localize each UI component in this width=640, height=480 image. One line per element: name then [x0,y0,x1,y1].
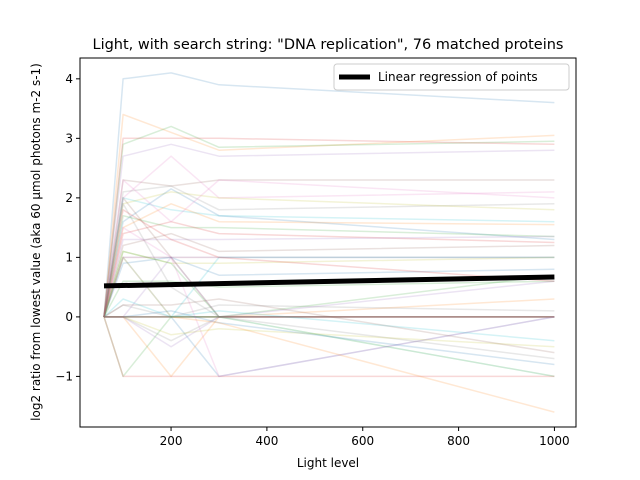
legend-regression-label: Linear regression of points [378,70,538,84]
x-axis: 200 400 600 800 1000 [160,427,570,448]
series-line [104,310,555,366]
series-line [103,256,555,318]
y-tick-label: 3 [65,131,73,145]
regression-line [103,274,555,289]
y-tick-label: 2 [65,191,73,205]
series-line [103,203,555,318]
series-line [103,304,555,318]
series-line [103,256,555,318]
series-line [104,256,555,318]
series-line [103,250,555,318]
series-line [104,316,555,378]
y-tick-label: −1 [55,369,73,383]
series-line [103,203,555,318]
series-line [104,316,555,413]
series-line [103,125,555,317]
series-line [103,298,555,342]
series-line [103,256,555,318]
series-line [103,185,555,318]
x-axis-label: Light level [297,456,359,470]
x-tick-label: 600 [351,434,374,448]
series-line [103,316,555,378]
series-line [103,316,555,378]
series-line [103,250,555,318]
x-tick-label: 400 [255,434,278,448]
series-line [103,280,555,318]
series-line [104,316,555,378]
series-line [103,179,555,318]
series-line [103,197,555,318]
chart-title: Light, with search string: "DNA replicat… [93,37,564,53]
series-line [103,137,555,317]
legend-box [333,63,570,91]
series-layer [103,72,555,413]
legend: Linear regression of points [333,63,570,91]
series-line [103,72,555,317]
series-line [103,155,555,318]
series-line [103,226,555,378]
series-line [103,256,555,318]
series-line [103,197,555,318]
series-line [104,280,555,348]
series-line [103,209,555,318]
series-line [104,316,555,360]
series-line [103,220,555,318]
axes-frame [79,57,577,428]
series-line [103,179,555,318]
series-line [103,188,555,318]
series-line [103,113,555,317]
series-line [103,256,555,318]
series-line [103,235,555,318]
series-line [103,214,555,318]
y-axis-label: log2 ratio from lowest value (aka 60 µmo… [29,63,43,421]
x-tick-label: 1000 [539,434,570,448]
series-line [104,316,555,348]
y-axis: −1 0 1 2 3 4 [55,72,80,383]
series-line [103,232,555,318]
regression-layer [103,274,555,289]
y-tick-label: 0 [65,310,73,324]
series-line [103,191,555,318]
y-tick-label: 4 [65,72,73,86]
series-line [104,316,555,378]
y-tick-label: 1 [65,250,73,264]
x-tick-label: 800 [447,434,470,448]
plot-area [79,57,577,428]
series-line [103,143,555,317]
series-line [103,298,555,354]
plot-background [80,58,576,427]
series-line [104,316,555,378]
x-tick-label: 200 [160,434,183,448]
